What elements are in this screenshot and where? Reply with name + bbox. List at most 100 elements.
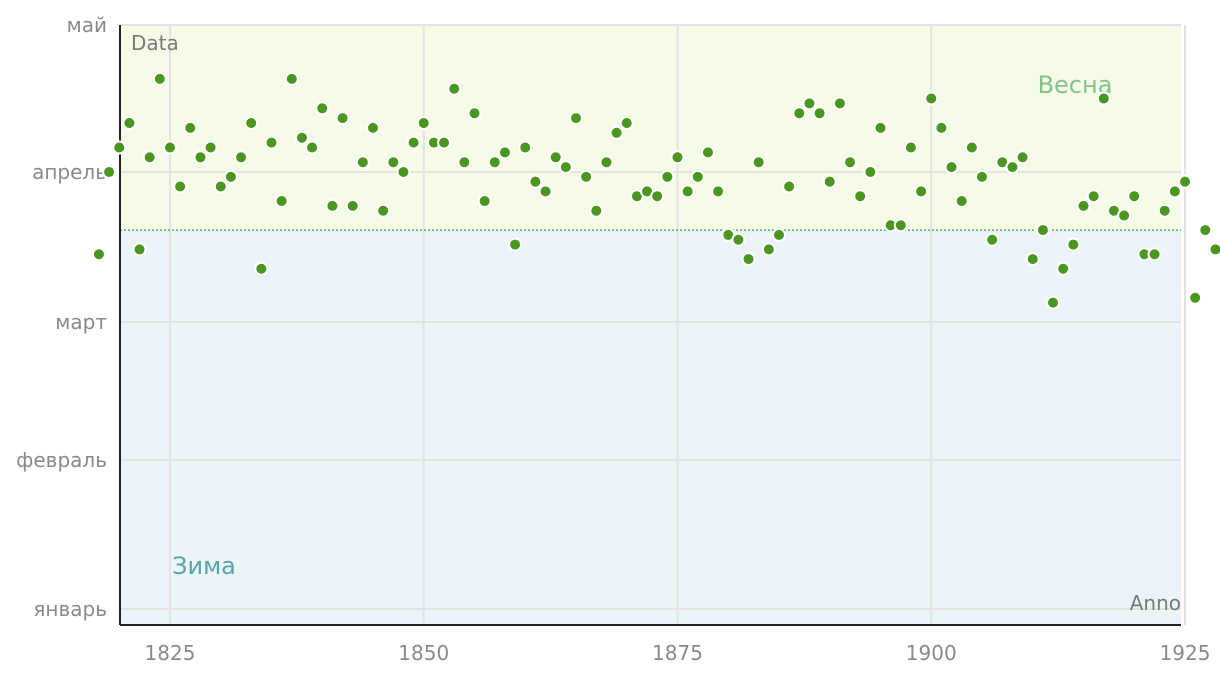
data-point — [366, 120, 380, 135]
data-point — [1025, 252, 1040, 267]
data-point — [183, 120, 198, 135]
data-point — [1117, 208, 1132, 223]
data-point — [1178, 174, 1192, 189]
data-point — [508, 237, 523, 252]
y-tick-label: март — [55, 310, 107, 334]
data-point — [731, 232, 746, 247]
data-point — [274, 194, 289, 209]
axes — [119, 25, 1181, 626]
y-tick-label: январь — [33, 597, 107, 621]
data-point — [914, 184, 929, 199]
data-point — [1005, 160, 1020, 175]
data-point — [213, 179, 228, 194]
data-point — [416, 116, 431, 130]
data-point — [112, 140, 127, 155]
data-point — [832, 96, 847, 111]
data-point — [1127, 189, 1142, 204]
x-axis-title: Anno — [1130, 591, 1181, 615]
data-point — [964, 140, 979, 155]
data-point — [284, 71, 299, 86]
data-point — [1096, 91, 1111, 106]
data-point — [467, 106, 482, 121]
data-point — [782, 179, 797, 194]
y-tick-label: май — [67, 13, 107, 37]
data-point — [203, 140, 218, 155]
data-point — [893, 218, 908, 233]
data-point — [934, 120, 949, 135]
y-tick-labels: январь февраль март апрель май — [16, 13, 107, 621]
data-points — [91, 71, 1220, 310]
data-point — [254, 261, 269, 276]
data-point — [305, 140, 320, 155]
data-point — [386, 155, 401, 170]
data-point — [163, 140, 177, 155]
data-point — [1076, 198, 1091, 213]
data-point — [102, 165, 117, 179]
data-point — [944, 160, 959, 175]
data-point — [91, 247, 106, 262]
data-point — [660, 169, 675, 184]
background-regions — [120, 25, 1181, 625]
data-point — [903, 140, 918, 155]
data-point — [741, 252, 756, 267]
data-point — [132, 242, 147, 257]
data-point — [457, 155, 472, 170]
data-point — [619, 116, 634, 130]
y-tick-label: апрель — [32, 160, 107, 184]
data-point — [792, 106, 807, 121]
data-point — [538, 184, 553, 199]
data-point — [355, 155, 370, 170]
x-tick-labels: 182518501875190019251950197520002025 — [145, 641, 1211, 665]
x-tick-label: 1875 — [652, 641, 703, 665]
data-point — [193, 150, 208, 165]
x-tick-label: 1900 — [906, 641, 957, 665]
data-point — [173, 179, 188, 194]
data-point — [548, 150, 563, 165]
data-point — [335, 111, 350, 126]
data-point — [843, 155, 858, 170]
data-point — [954, 194, 969, 209]
data-point — [518, 140, 533, 155]
data-point — [589, 203, 604, 218]
data-point — [975, 169, 989, 184]
data-point — [1035, 223, 1050, 238]
y-tick-label: февраль — [16, 448, 107, 472]
data-point — [294, 130, 309, 145]
data-point — [244, 116, 259, 130]
data-point — [670, 150, 685, 165]
data-point — [599, 155, 614, 170]
data-point — [1066, 237, 1081, 252]
data-point — [853, 189, 868, 204]
data-point — [690, 169, 705, 184]
data-point — [680, 184, 695, 199]
data-point — [1208, 242, 1220, 257]
data-point — [437, 135, 452, 150]
region-winter — [120, 230, 1181, 625]
gridlines — [120, 24, 1186, 625]
data-point — [264, 135, 279, 150]
data-point — [985, 232, 1000, 247]
x-tick-label: 1825 — [145, 641, 196, 665]
data-point — [142, 150, 157, 165]
data-point — [1147, 247, 1162, 262]
data-point — [1046, 295, 1061, 310]
data-point — [315, 101, 330, 116]
data-point — [558, 160, 573, 175]
data-point — [528, 174, 543, 189]
data-point — [1188, 290, 1203, 305]
data-point — [487, 155, 502, 170]
data-point — [1198, 223, 1213, 238]
data-point — [1157, 203, 1172, 218]
data-point — [1167, 184, 1182, 199]
data-point — [406, 135, 421, 150]
data-point — [802, 96, 817, 111]
data-point — [711, 184, 726, 199]
data-point — [822, 174, 837, 189]
data-point — [1086, 189, 1101, 204]
data-point — [345, 198, 360, 213]
data-point — [751, 155, 766, 170]
data-point — [447, 81, 462, 96]
data-point — [223, 169, 238, 184]
data-point — [700, 145, 715, 160]
